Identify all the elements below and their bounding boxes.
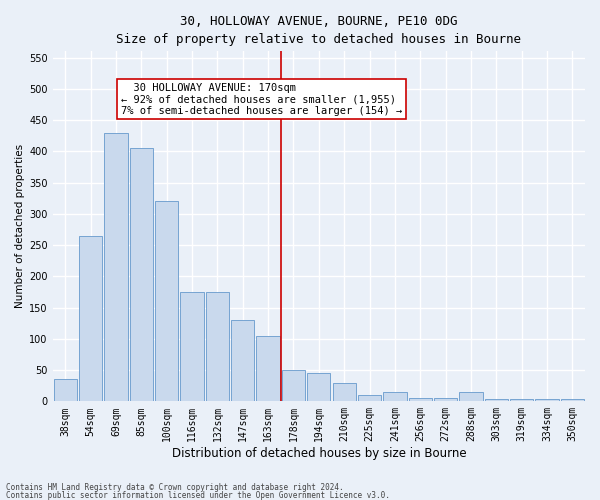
- Bar: [282, 370, 305, 402]
- Bar: [104, 132, 128, 402]
- Bar: [358, 395, 381, 402]
- X-axis label: Distribution of detached houses by size in Bourne: Distribution of detached houses by size …: [172, 447, 466, 460]
- Bar: [307, 373, 331, 402]
- Bar: [206, 292, 229, 402]
- Bar: [383, 392, 407, 402]
- Bar: [53, 380, 77, 402]
- Bar: [155, 202, 178, 402]
- Title: 30, HOLLOWAY AVENUE, BOURNE, PE10 0DG
Size of property relative to detached hous: 30, HOLLOWAY AVENUE, BOURNE, PE10 0DG Si…: [116, 15, 521, 46]
- Text: Contains public sector information licensed under the Open Government Licence v3: Contains public sector information licen…: [6, 490, 390, 500]
- Bar: [535, 400, 559, 402]
- Bar: [510, 400, 533, 402]
- Bar: [332, 382, 356, 402]
- Bar: [409, 398, 432, 402]
- Bar: [181, 292, 204, 402]
- Bar: [434, 398, 457, 402]
- Bar: [459, 392, 482, 402]
- Y-axis label: Number of detached properties: Number of detached properties: [15, 144, 25, 308]
- Bar: [130, 148, 153, 402]
- Bar: [79, 236, 103, 402]
- Text: 30 HOLLOWAY AVENUE: 170sqm  
← 92% of detached houses are smaller (1,955)
7% of : 30 HOLLOWAY AVENUE: 170sqm ← 92% of deta…: [121, 82, 403, 116]
- Text: Contains HM Land Registry data © Crown copyright and database right 2024.: Contains HM Land Registry data © Crown c…: [6, 484, 344, 492]
- Bar: [256, 336, 280, 402]
- Bar: [231, 320, 254, 402]
- Bar: [560, 400, 584, 402]
- Bar: [485, 400, 508, 402]
